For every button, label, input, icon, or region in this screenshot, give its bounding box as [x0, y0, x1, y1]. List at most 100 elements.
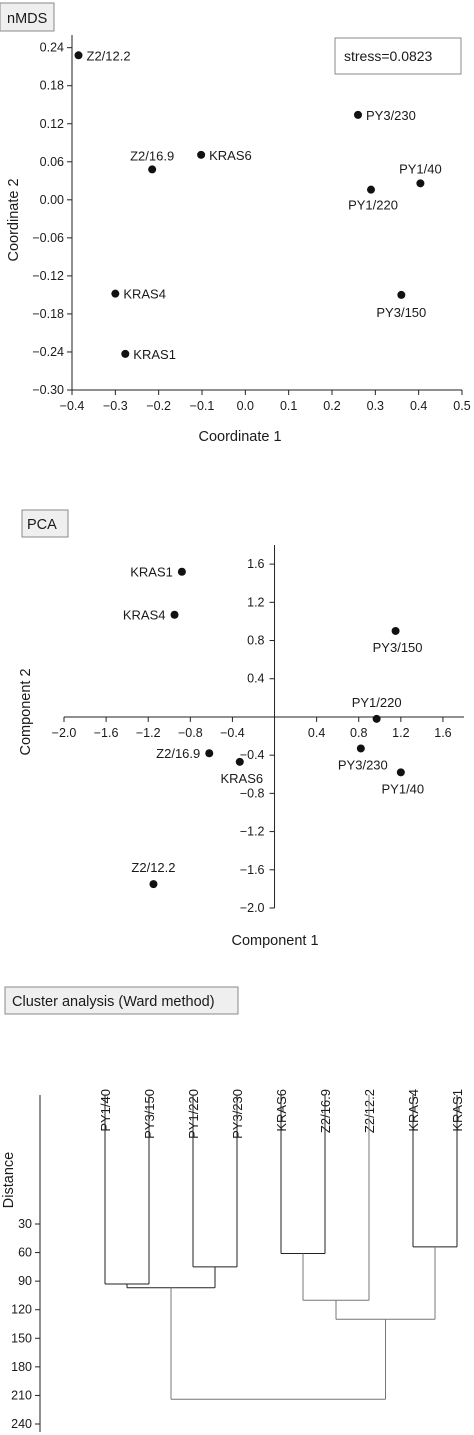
stress-box — [334, 37, 462, 75]
nmds-tab — [0, 2, 55, 32]
nmds-point-label: Z2/12.2 — [87, 48, 131, 63]
dendro-y-axis: 30 60 90 120 150 180 210 240 — [11, 1095, 41, 1432]
nmds-ytick-label: 0.00 — [40, 193, 64, 207]
nmds-panel: nMDS stress=0.0823 0.24 0.18 0.12 0.06 0.00 −… — [0, 2, 471, 445]
pca-xtick-label: −0.8 — [178, 726, 203, 740]
pca-point-label: PY1/220 — [352, 695, 402, 710]
dendro-ytick-label: 150 — [11, 1331, 32, 1345]
nmds-xtick-label: 0.5 — [453, 399, 470, 413]
nmds-x-axis: −0.4 −0.3 −0.2 −0.1 0.0 0.1 0.2 0.3 0.4 0.5 — [60, 389, 471, 413]
nmds-point-label: PY3/150 — [376, 305, 426, 320]
cluster-tab — [4, 986, 239, 1015]
nmds-point — [74, 51, 83, 60]
nmds-xtick-label: 0.1 — [280, 399, 297, 413]
pca-point — [391, 626, 400, 635]
nmds-point — [111, 289, 120, 298]
cluster-title: Cluster analysis (Ward method) — [12, 994, 215, 1010]
pca-ytick-label: −1.2 — [240, 825, 265, 839]
pca-point — [205, 749, 214, 758]
pca-points: KRAS1 KRAS4 PY3/150 PY1/220 Z2/16.9 KRAS6 PY3/… — [123, 565, 425, 889]
pca-point-label: KRAS4 — [123, 608, 166, 623]
pca-ytick-label: −2.0 — [240, 901, 265, 915]
pca-point — [396, 768, 405, 777]
dendro-ytick-label: 210 — [11, 1388, 32, 1402]
nmds-ytick-label: 0.12 — [40, 117, 64, 131]
pca-point — [170, 610, 179, 619]
pca-xtick-label: 1.6 — [434, 726, 451, 740]
dendro-ytick-label: 30 — [18, 1217, 32, 1231]
pca-ytick-label: 0.4 — [247, 672, 264, 686]
pca-point-label: Z2/12.2 — [131, 860, 175, 875]
pca-point-label: Z2/16.9 — [156, 746, 200, 761]
pca-ytick-label: −0.4 — [240, 748, 265, 762]
nmds-points: Z2/12.2 PY3/230 Z2/16.9 KRAS6 PY1/40 PY1/220 K… — [74, 48, 442, 362]
nmds-ytick-label: 0.18 — [40, 79, 64, 93]
nmds-point-label: KRAS6 — [209, 148, 252, 163]
nmds-xtick-label: −0.3 — [103, 399, 128, 413]
pca-point — [235, 757, 244, 766]
pca-point-label: KRAS6 — [220, 771, 263, 786]
stress-annotation: stress=0.0823 — [344, 48, 433, 64]
pca-tab — [21, 509, 69, 538]
pca-point-label: PY3/230 — [338, 757, 388, 772]
pca-point-label: KRAS1 — [130, 565, 173, 580]
nmds-point — [367, 185, 375, 194]
nmds-point-label: KRAS4 — [123, 287, 166, 302]
nmds-point-label: PY3/230 — [366, 108, 416, 123]
nmds-xtick-label: 0.3 — [367, 399, 384, 413]
cluster-panel: Cluster analysis (Ward method) 30 60 90 120… — [1, 986, 465, 1432]
nmds-ytick-label: 0.24 — [40, 41, 64, 55]
dendro-branches — [104, 1095, 458, 1400]
dendro-ytick-label: 120 — [11, 1303, 32, 1317]
pca-title: PCA — [27, 517, 57, 533]
pca-point — [149, 880, 158, 889]
dendro-ytick-label: 180 — [11, 1360, 32, 1374]
nmds-title: nMDS — [7, 11, 47, 27]
pca-ylabel: Component 2 — [18, 668, 34, 755]
nmds-point — [148, 165, 157, 174]
nmds-ytick-label: −0.30 — [32, 383, 64, 397]
pca-ytick-label: 0.8 — [247, 634, 264, 648]
nmds-xlabel: Coordinate 1 — [198, 429, 281, 445]
dendro-ytick-label: 240 — [11, 1417, 32, 1431]
nmds-ytick-label: −0.06 — [32, 231, 64, 245]
nmds-ytick-label: −0.24 — [32, 345, 64, 359]
nmds-ytick-label: −0.18 — [32, 307, 64, 321]
nmds-ylabel: Coordinate 2 — [6, 178, 22, 261]
pca-xtick-label: −0.4 — [220, 726, 245, 740]
nmds-point-label: Z2/16.9 — [130, 148, 174, 163]
pca-point-label: PY3/150 — [373, 640, 423, 655]
pca-point-label: PY1/40 — [382, 781, 425, 796]
pca-ytick-label: 1.2 — [247, 595, 264, 609]
nmds-point — [354, 110, 362, 119]
nmds-xtick-label: −0.1 — [190, 399, 215, 413]
pca-ytick-label: 1.6 — [247, 557, 264, 571]
nmds-point-label: PY1/220 — [348, 198, 398, 213]
pca-xtick-label: −2.0 — [52, 726, 77, 740]
dendro-ytick-label: 90 — [18, 1274, 32, 1288]
nmds-point-label: KRAS1 — [133, 347, 176, 362]
pca-xtick-label: 1.2 — [392, 726, 409, 740]
nmds-point — [416, 179, 425, 188]
nmds-xtick-label: 0.2 — [323, 399, 340, 413]
nmds-ytick-label: 0.06 — [40, 155, 64, 169]
pca-axes: 1.6 1.2 0.8 0.4 −0.4 −0.8 −1.2 −1.6 −2.0 −2.0 −1.6… — [52, 545, 464, 915]
pca-panel: PCA 1.6 1.2 0.8 0.4 −0.4 −0.8 −1.2 −1.6 −2.0 −2.0… — [18, 509, 464, 949]
pca-ytick-label: −1.6 — [240, 863, 265, 877]
pca-ytick-label: −0.8 — [240, 786, 265, 800]
dendro-ytick-label: 60 — [18, 1246, 32, 1260]
pca-point — [356, 744, 365, 753]
nmds-point-label: PY1/40 — [399, 161, 442, 176]
nmds-point — [121, 349, 130, 358]
pca-xtick-label: 0.8 — [350, 726, 367, 740]
nmds-xtick-label: 0.4 — [410, 399, 427, 413]
pca-point — [372, 714, 381, 723]
nmds-point — [397, 290, 406, 299]
nmds-xtick-label: −0.2 — [146, 399, 171, 413]
pca-xtick-label: −1.6 — [94, 726, 119, 740]
pca-xtick-label: 0.4 — [308, 726, 325, 740]
pca-xlabel: Component 1 — [231, 933, 318, 949]
nmds-y-axis: 0.24 0.18 0.12 0.06 0.00 −0.06 −0.12 −0.18 −0.24… — [32, 35, 73, 397]
pca-xtick-label: −1.2 — [136, 726, 161, 740]
